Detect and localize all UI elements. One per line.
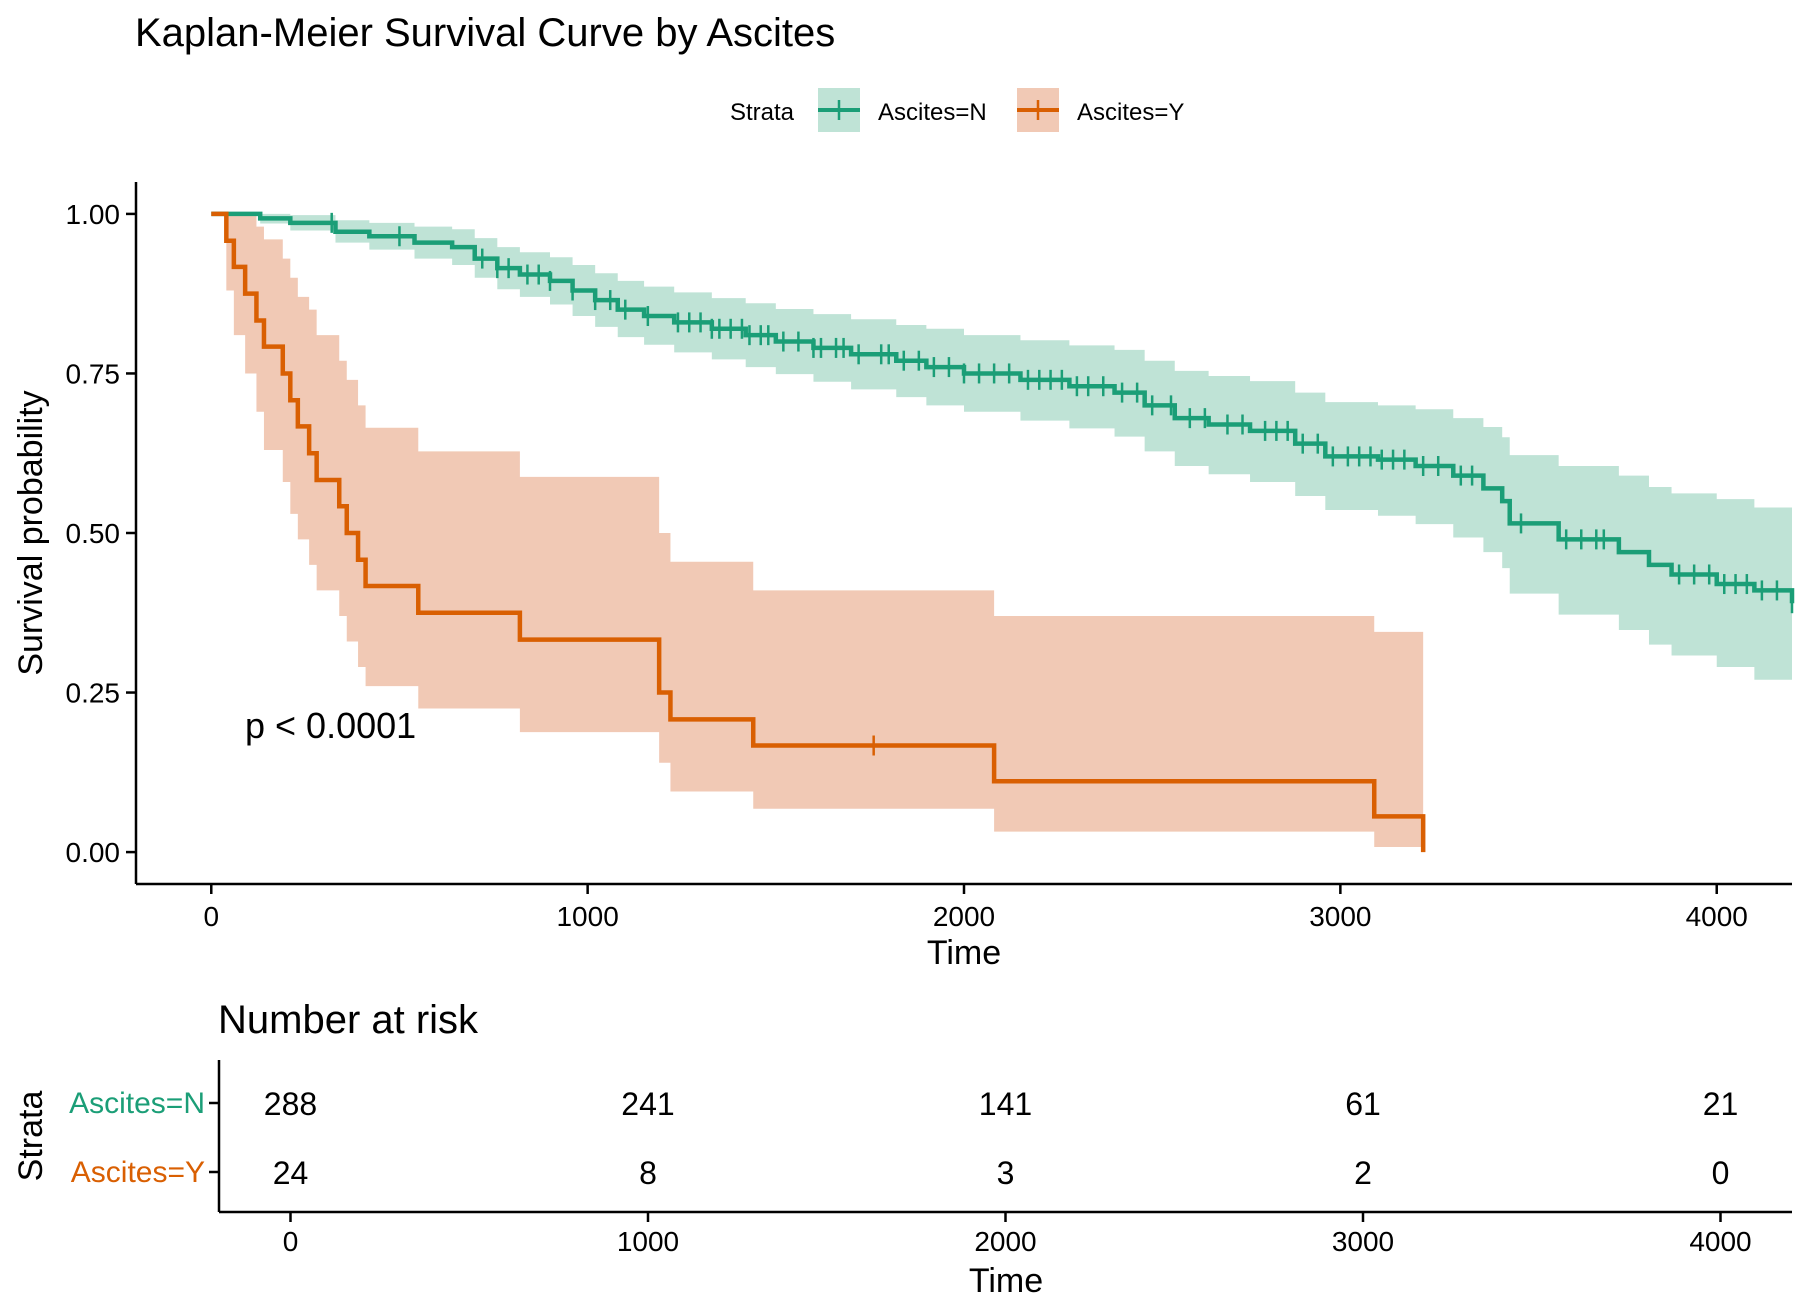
legend-label-ascites-n: Ascites=N xyxy=(878,99,987,126)
x-tick-label: 0 xyxy=(203,901,219,932)
risk-table: Number at risk Ascites=N 288 241 141 61 21 Asc… xyxy=(12,998,1792,1300)
risk-count-ascites-n: 61 xyxy=(1345,1086,1381,1122)
risk-count-ascites-n: 141 xyxy=(979,1086,1032,1122)
risk-x-tick-label: 3000 xyxy=(1332,1226,1394,1257)
confidence-band-ascites-y xyxy=(211,213,1424,853)
x-axis-label: Time xyxy=(927,934,1001,972)
y-tick-label: 0.75 xyxy=(66,358,121,389)
risk-count-ascites-y: 0 xyxy=(1712,1155,1730,1191)
risk-table-x-label: Time xyxy=(969,1262,1043,1300)
y-tick-label: 0.50 xyxy=(66,518,121,549)
x-tick-label: 1000 xyxy=(556,901,618,932)
y-axis-label: Survival probability xyxy=(12,390,50,675)
legend-key-ascites-n xyxy=(818,88,860,132)
risk-count-ascites-n: 21 xyxy=(1703,1086,1739,1122)
survival-curve-ascites-y xyxy=(211,211,1426,853)
risk-row-label-ascites-y: Ascites=Y xyxy=(71,1156,205,1189)
survival-plot: 0.00 0.25 0.50 0.75 1.00 0 1000 2000 3000 4000 p… xyxy=(12,182,1795,972)
legend-key-ascites-y xyxy=(1017,88,1059,132)
y-tick-label: 0.25 xyxy=(66,678,121,709)
risk-x-tick-label: 2000 xyxy=(974,1226,1036,1257)
risk-row-label-ascites-n: Ascites=N xyxy=(69,1087,205,1120)
risk-count-ascites-y: 3 xyxy=(997,1155,1015,1191)
risk-x-tick-label: 4000 xyxy=(1689,1226,1751,1257)
confidence-band-ascites-n xyxy=(211,213,1793,699)
x-tick-label: 4000 xyxy=(1686,901,1748,932)
risk-table-title: Number at risk xyxy=(218,998,479,1042)
risk-count-ascites-y: 2 xyxy=(1354,1155,1372,1191)
risk-x-tick-label: 1000 xyxy=(617,1226,679,1257)
legend-label-ascites-y: Ascites=Y xyxy=(1077,99,1184,126)
x-tick-label: 2000 xyxy=(933,901,995,932)
risk-count-ascites-y: 8 xyxy=(639,1155,657,1191)
risk-count-ascites-n: 241 xyxy=(621,1086,674,1122)
risk-count-ascites-y: 24 xyxy=(273,1155,309,1191)
y-tick-label: 0.00 xyxy=(66,837,121,868)
risk-table-y-label: Strata xyxy=(12,1091,50,1182)
risk-x-tick-label: 0 xyxy=(283,1226,299,1257)
p-value-annotation: p < 0.0001 xyxy=(245,705,416,746)
legend-title: Strata xyxy=(730,99,795,126)
risk-count-ascites-n: 288 xyxy=(264,1086,317,1122)
x-tick-label: 3000 xyxy=(1309,901,1371,932)
chart-title: Kaplan-Meier Survival Curve by Ascites xyxy=(135,11,835,55)
y-tick-label: 1.00 xyxy=(66,199,121,230)
legend: Strata Ascites=N Ascites=Y xyxy=(730,88,1184,132)
